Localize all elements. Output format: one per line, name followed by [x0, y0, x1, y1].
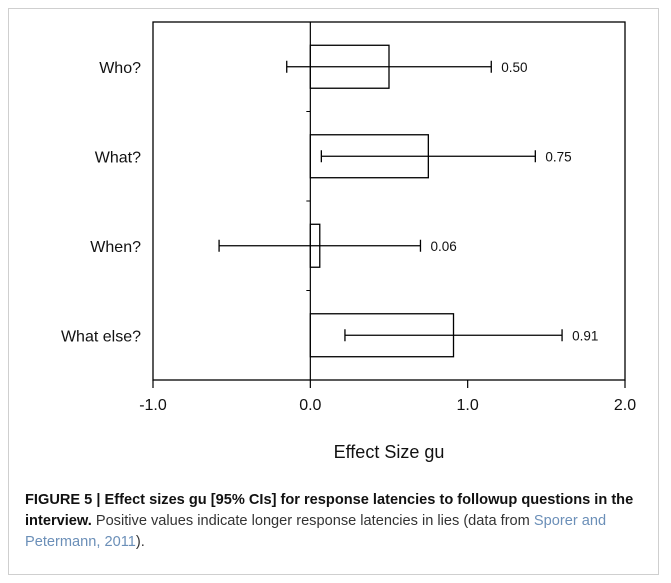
- bar-value-label: 0.50: [501, 60, 527, 75]
- caption-lead: FIGURE 5 | Effect sizes gu [95% CIs] for…: [25, 492, 634, 529]
- figure-caption: FIGURE 5 | Effect sizes gu [95% CIs] for…: [25, 490, 655, 553]
- x-tick-label: -1.0: [139, 397, 167, 414]
- category-label: Who?: [99, 60, 141, 77]
- figure-frame: [8, 8, 659, 575]
- category-label: When?: [90, 239, 141, 256]
- x-tick-label: 2.0: [614, 397, 636, 414]
- effect-size-chart: -1.0 0.0 1.0 2.0 0.50 Who? 0.75 What? 0.06 When? 0…: [61, 21, 636, 462]
- x-tick-label: 0.0: [299, 397, 321, 414]
- caption-citation-link[interactable]: Sporer and Petermann, 2011: [25, 513, 607, 550]
- category-label: What?: [95, 149, 141, 166]
- bar-value-label: 0.75: [545, 149, 571, 164]
- bar-value-label: 0.06: [430, 239, 456, 254]
- x-axis-title: Effect Size gu: [334, 442, 445, 462]
- x-tick-label: 1.0: [457, 397, 479, 414]
- caption-text-end: ).: [135, 534, 145, 550]
- plot-area-frame: [152, 21, 626, 381]
- caption-text: Positive values indicate longer response…: [91, 513, 534, 529]
- category-label: What else?: [61, 328, 141, 345]
- bar-value-label: 0.91: [572, 328, 598, 343]
